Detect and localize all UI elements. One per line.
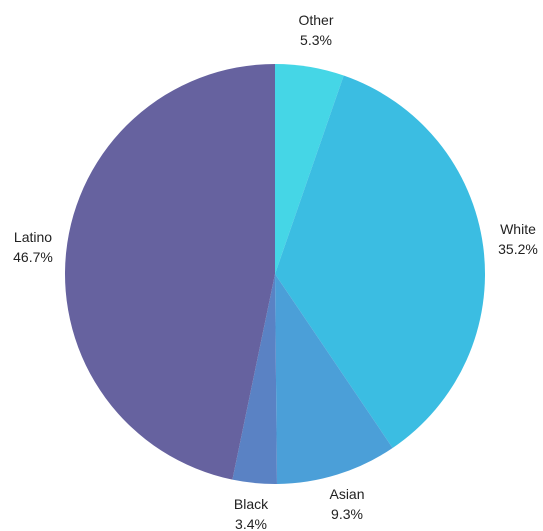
slice-label-other: Other xyxy=(298,12,333,28)
slice-value-latino: 46.7% xyxy=(13,249,53,265)
slice-label-black: Black xyxy=(234,496,269,512)
pie-slice-latino xyxy=(65,64,275,480)
slice-value-asian: 9.3% xyxy=(331,506,363,522)
slice-label-latino: Latino xyxy=(14,229,52,245)
slice-label-asian: Asian xyxy=(329,486,364,502)
pie-slices xyxy=(65,64,485,484)
slice-value-other: 5.3% xyxy=(300,32,332,48)
slice-value-black: 3.4% xyxy=(235,516,267,531)
slice-label-white: White xyxy=(500,221,536,237)
slice-value-white: 35.2% xyxy=(498,241,538,257)
